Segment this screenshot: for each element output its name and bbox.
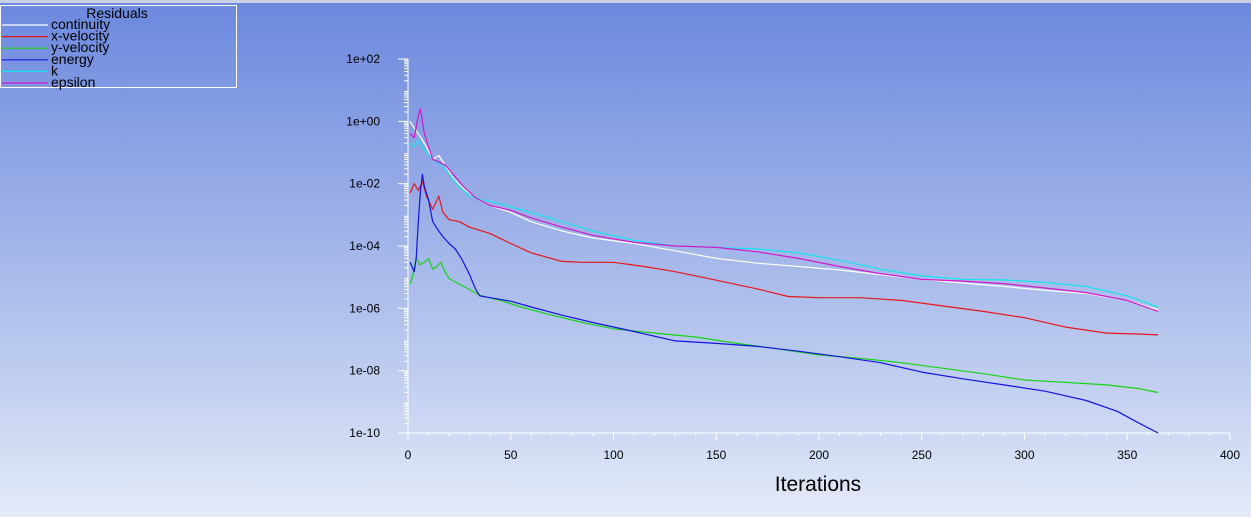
x-tick-label: 300: [1014, 448, 1034, 462]
x-tick-label: 250: [912, 448, 932, 462]
y-tick-label: 1e-02: [349, 177, 380, 191]
x-tick-label: 150: [706, 448, 726, 462]
y-tick-label: 1e-10: [349, 426, 380, 440]
x-tick-label: 0: [405, 448, 412, 462]
legend-items: continuityx-velocityy-velocityenergykeps…: [2, 16, 110, 90]
y-tick-label: 1e-08: [349, 364, 380, 378]
x-tick-label: 200: [809, 448, 829, 462]
y-tick-label: 1e-06: [349, 301, 380, 315]
series-line-energy: [409, 173, 1159, 434]
legend-label-energy: energy: [51, 51, 94, 67]
series-line-epsilon: [409, 108, 1159, 312]
legend-title: Residuals: [86, 5, 147, 21]
legend[interactable]: Residuals continuityx-velocityy-velocity…: [0, 5, 237, 90]
x-tick-label: 350: [1117, 448, 1137, 462]
legend-label-y-velocity: y-velocity: [51, 39, 109, 55]
series-line-y-velocity: [409, 257, 1159, 394]
x-tick-label: 400: [1220, 448, 1240, 462]
y-tick-label: 1e+00: [346, 114, 380, 128]
legend-label-k: k: [51, 62, 59, 78]
x-axis-ticks: 0 50 100 150 200 250 300 350 400: [405, 433, 1240, 462]
legend-label-x-velocity: x-velocity: [51, 28, 109, 44]
window-top-strip: [0, 0, 1251, 3]
series-line-x-velocity: [409, 180, 1159, 336]
series-line-continuity: [409, 120, 1159, 311]
series-line-k: [409, 139, 1159, 308]
x-tick-label: 50: [504, 448, 518, 462]
y-axis-ticks: 1e-10 1e-08 1e-06 1e-04 1e-02 1e+00 1e+02: [346, 52, 408, 440]
y-tick-label: 1e+02: [346, 52, 380, 66]
plot-area: [407, 59, 1230, 434]
x-tick-label: 100: [603, 448, 623, 462]
legend-label-epsilon: epsilon: [51, 74, 95, 90]
x-axis-title: Iterations: [775, 473, 861, 496]
legend-box: [0, 5, 237, 88]
legend-label-continuity: continuity: [51, 16, 110, 32]
y-tick-label: 1e-04: [349, 239, 380, 253]
